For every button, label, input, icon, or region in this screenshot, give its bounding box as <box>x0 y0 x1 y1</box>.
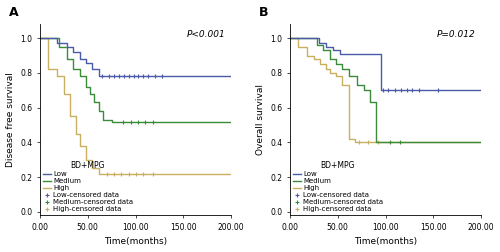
Text: A: A <box>10 6 19 19</box>
Legend: Low, Medium, High, Low-censored data, Medium-censored data, High-censored data: Low, Medium, High, Low-censored data, Me… <box>42 161 134 213</box>
Y-axis label: Overall survival: Overall survival <box>256 84 264 155</box>
Y-axis label: Disease free survival: Disease free survival <box>6 72 15 167</box>
Text: P=0.012: P=0.012 <box>436 30 476 39</box>
Legend: Low, Medium, High, Low-censored data, Medium-censored data, High-censored data: Low, Medium, High, Low-censored data, Me… <box>292 161 384 213</box>
X-axis label: Time(months): Time(months) <box>104 237 167 246</box>
Text: P<0.001: P<0.001 <box>186 30 226 39</box>
Text: B: B <box>260 6 269 19</box>
X-axis label: Time(months): Time(months) <box>354 237 417 246</box>
